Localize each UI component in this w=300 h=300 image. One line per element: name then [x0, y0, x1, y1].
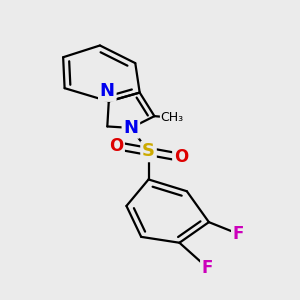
Text: O: O — [174, 148, 188, 166]
Text: N: N — [123, 119, 138, 137]
Text: S: S — [142, 142, 155, 160]
Text: N: N — [100, 82, 115, 100]
Text: F: F — [202, 259, 213, 277]
Text: O: O — [109, 136, 123, 154]
Text: CH₃: CH₃ — [160, 111, 184, 124]
Text: F: F — [232, 225, 244, 243]
